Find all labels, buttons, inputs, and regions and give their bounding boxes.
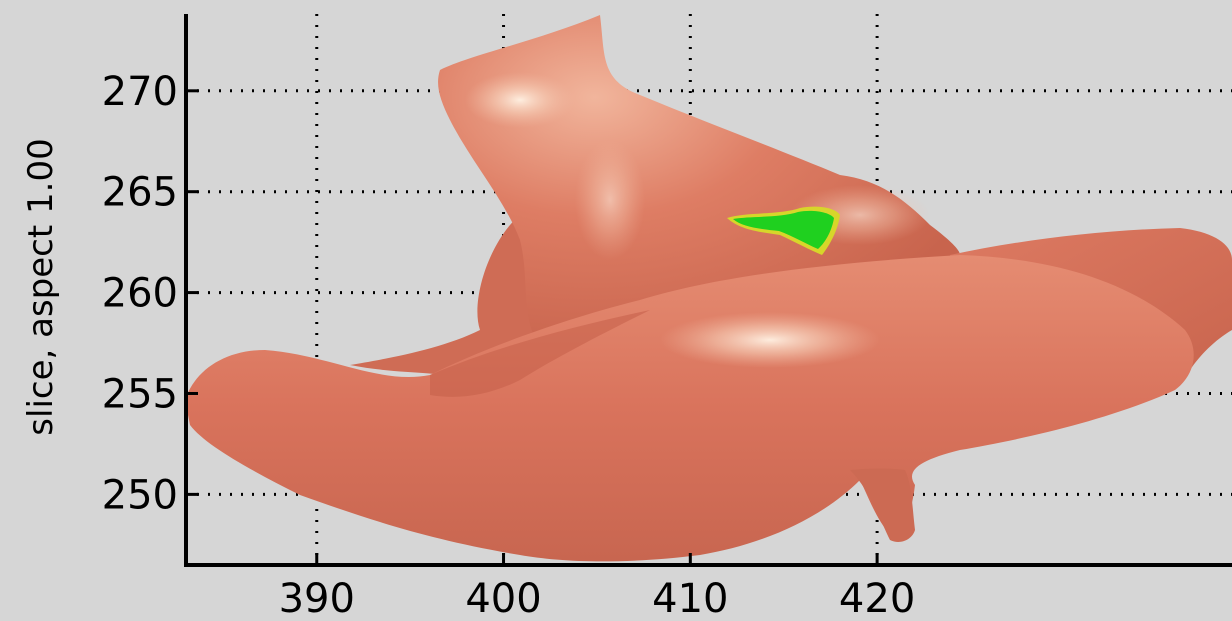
highlighted-region <box>733 210 834 249</box>
y-tick-label: 255 <box>102 371 178 417</box>
surface-highlight-body <box>660 312 880 368</box>
y-tick-label: 250 <box>102 472 178 518</box>
surface-fold-shadow <box>430 310 650 397</box>
surface-main-body <box>186 255 1194 562</box>
x-tick-label: 410 <box>652 576 728 621</box>
surface-highlight-top <box>465 72 575 128</box>
surface-mesh <box>186 15 1232 562</box>
y-tick-label: 265 <box>102 170 178 216</box>
x-tick-label: 400 <box>465 576 541 621</box>
y-axis-label: slice, aspect 1.00 <box>21 138 61 435</box>
y-tick-label: 270 <box>102 69 178 115</box>
x-tick-label: 390 <box>279 576 355 621</box>
x-tick-label: 420 <box>839 576 915 621</box>
surface-highlight-ridge <box>575 140 645 260</box>
y-tick-label: 260 <box>102 271 178 317</box>
axis-ticks: 390 400 410 420 250 255 260 265 270 <box>102 69 916 621</box>
surface-lower-flap <box>850 468 915 542</box>
